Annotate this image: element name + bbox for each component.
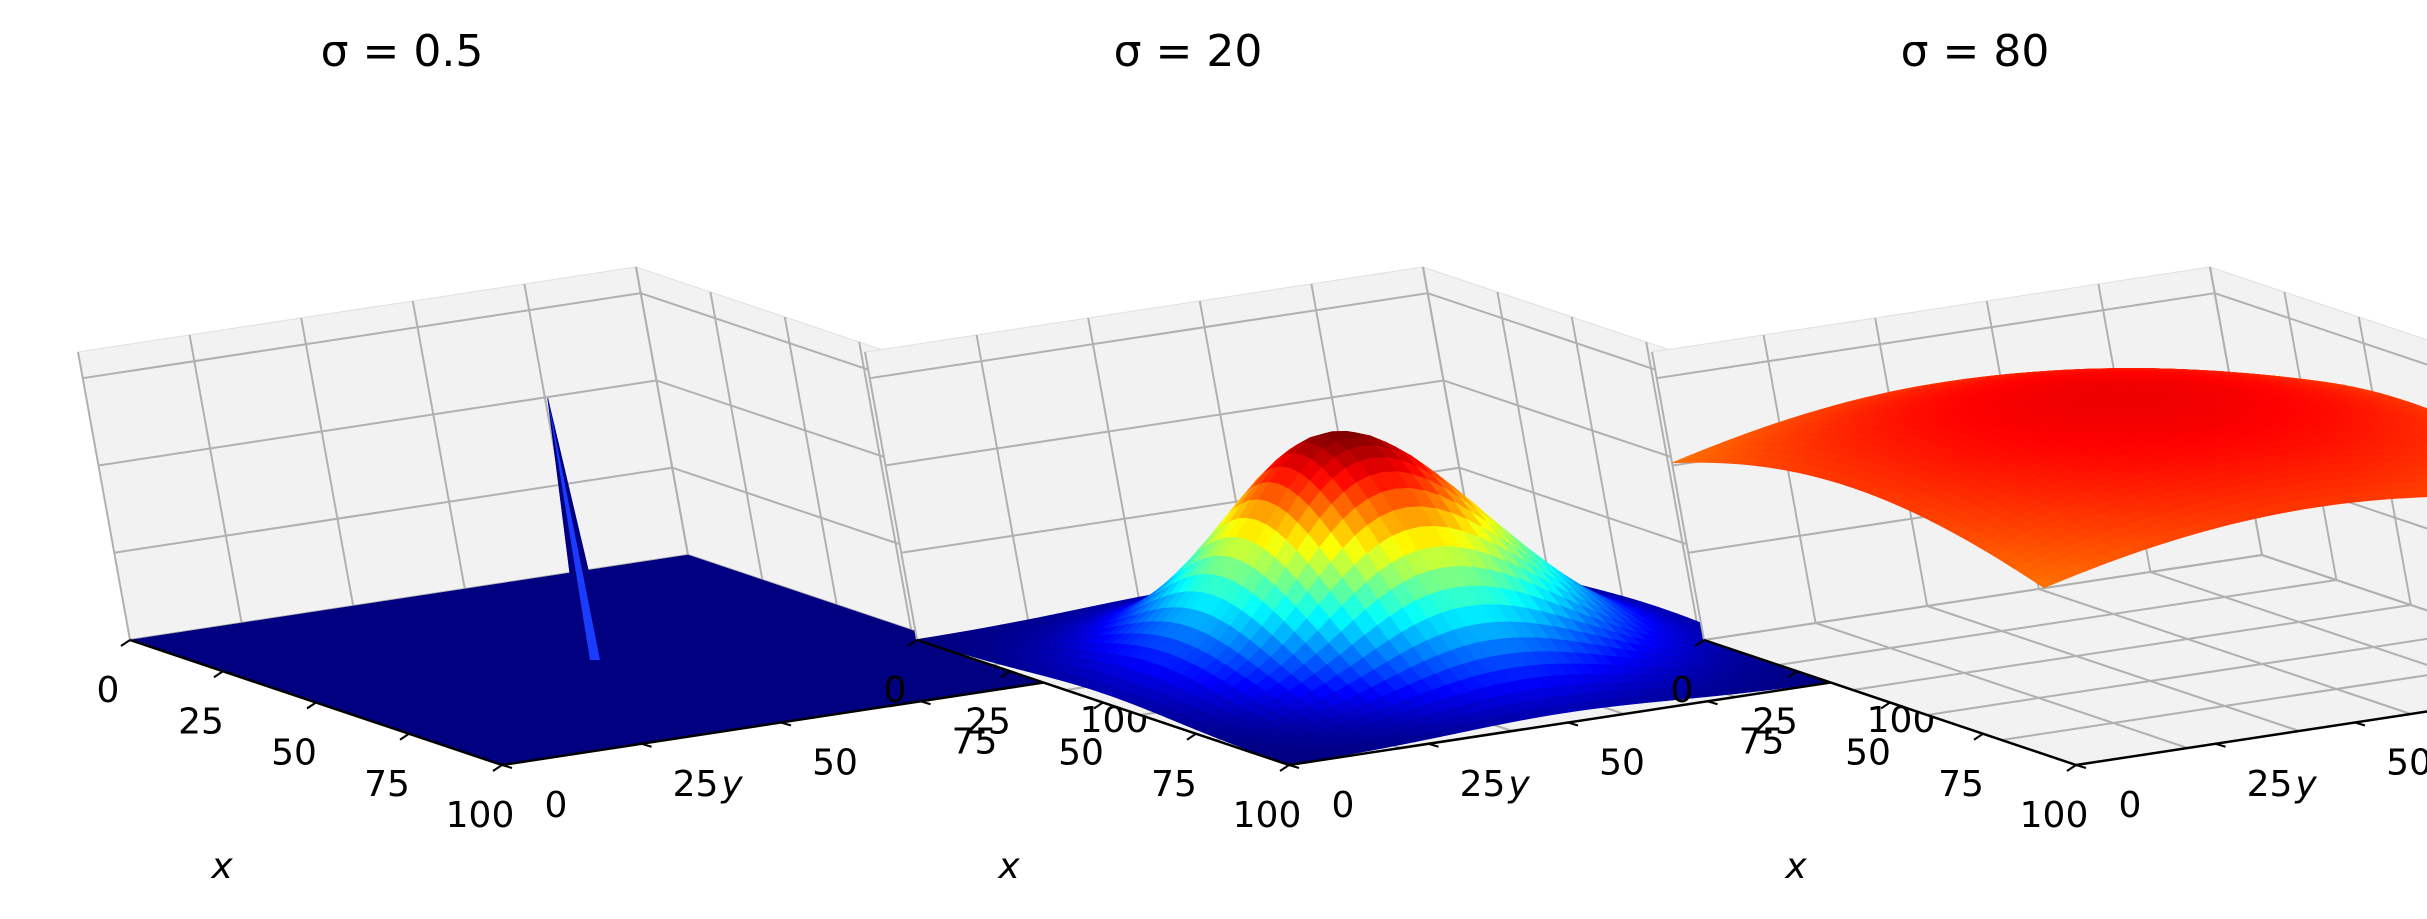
- y-tick-mark: [501, 764, 513, 769]
- y-tick-label: 50: [1599, 743, 1645, 784]
- left-gridline: [1703, 554, 2263, 641]
- y-tick-label: 25: [1460, 764, 1506, 805]
- left-gridline: [635, 266, 689, 556]
- surface-spike: [547, 398, 600, 660]
- back-gridline: [2261, 554, 2427, 612]
- y-tick-label: 50: [812, 743, 858, 784]
- x-tick-label: 25: [1752, 701, 1798, 742]
- back-gridline: [1570, 316, 1625, 606]
- floor-gridline: [1778, 579, 2337, 666]
- x-tick-label: 25: [965, 701, 1011, 742]
- floor-gridline: [1852, 604, 2411, 691]
- left-gridline: [82, 292, 641, 380]
- x-tick-mark: [1093, 701, 1104, 710]
- y-tick-label: 0: [2119, 785, 2142, 826]
- y-tick-mark: [1707, 700, 1718, 706]
- x-axis-label: x: [997, 846, 1020, 887]
- back-gridline: [783, 316, 838, 606]
- y-tick-label: 75: [952, 721, 998, 762]
- back-gridline: [2214, 292, 2427, 366]
- subplot-title: σ = 20: [1114, 26, 1263, 77]
- x-tick-mark: [1973, 732, 1984, 741]
- x-tick-label: 0: [97, 670, 120, 711]
- y-tick-mark: [2075, 764, 2087, 769]
- left-gridline: [114, 466, 673, 554]
- floor-gridline: [1815, 622, 2188, 749]
- x-axis-label: x: [210, 846, 233, 887]
- y-tick-label: 25: [673, 764, 719, 805]
- x-tick-label: 100: [2020, 795, 2089, 836]
- y-tick-label: 50: [2386, 743, 2427, 784]
- x-tick-label: 0: [884, 670, 907, 711]
- x-tick-label: 75: [1151, 764, 1197, 805]
- x-tick-mark: [213, 670, 224, 679]
- left-gridline: [1762, 334, 1817, 624]
- floor-gridline: [1927, 637, 2427, 716]
- x-tick-mark: [1279, 764, 1290, 772]
- surface: [916, 431, 1848, 765]
- y-tick-mark: [1428, 742, 1439, 748]
- x-tick-mark: [492, 764, 503, 772]
- y-tick-mark: [780, 721, 792, 727]
- back-gridline: [709, 291, 764, 581]
- y-tick-mark: [1567, 721, 1579, 727]
- y-tick-label: 75: [1739, 721, 1785, 762]
- left-gridline: [411, 300, 466, 590]
- left-gridline: [1656, 292, 2215, 380]
- surface-patch: [2033, 575, 2058, 589]
- x-tick-mark: [1694, 639, 1705, 647]
- back-gridline: [1496, 291, 1551, 581]
- y-tick-label: 0: [1332, 785, 1355, 826]
- x-tick-mark: [2066, 764, 2077, 772]
- floor-gridline: [2150, 571, 2427, 666]
- y-tick-mark: [2354, 721, 2366, 727]
- y-tick-label: 0: [545, 785, 568, 826]
- x-tick-label: 100: [446, 795, 515, 836]
- x-tick-mark: [120, 639, 131, 647]
- back-gridline: [858, 341, 913, 631]
- subplot-title: σ = 0.5: [321, 26, 484, 77]
- y-tick-mark: [1288, 764, 1300, 769]
- left-gridline: [864, 351, 918, 641]
- x-tick-mark: [306, 701, 317, 710]
- left-gridline: [1087, 317, 1142, 607]
- x-tick-label: 100: [1233, 795, 1302, 836]
- left-gridline: [885, 379, 1444, 467]
- x-tick-mark: [1186, 732, 1197, 741]
- floor-gridline: [2038, 588, 2412, 715]
- x-tick-label: 75: [364, 764, 410, 805]
- y-axis-label: y: [1507, 764, 1530, 805]
- left-gridline: [300, 317, 355, 607]
- left-gridline: [869, 292, 1428, 380]
- surface: [1671, 368, 2427, 589]
- y-tick-mark: [641, 742, 652, 748]
- y-axis-label: y: [720, 764, 743, 805]
- y-tick-mark: [920, 700, 931, 706]
- y-tick-mark: [2215, 742, 2226, 748]
- left-gridline: [1651, 351, 1705, 641]
- surface-patch: [2421, 444, 2427, 449]
- floor-gridline: [1926, 605, 2300, 732]
- x-tick-mark: [1787, 670, 1798, 679]
- subplot-sigma-80: 025507510002550751000123xyσ = 80: [1651, 26, 2427, 887]
- y-tick-label: 25: [2247, 764, 2293, 805]
- x-tick-mark: [1000, 670, 1011, 679]
- x-tick-label: 25: [178, 701, 224, 742]
- x-tick-mark: [399, 732, 410, 741]
- floor-gridline: [2001, 674, 2427, 741]
- back-gridline: [1645, 341, 1700, 631]
- left-gridline: [975, 334, 1030, 624]
- left-gridline: [98, 379, 657, 467]
- x-tick-label: 50: [1845, 733, 1891, 774]
- x-tick-label: 75: [1938, 764, 1984, 805]
- x-tick-label: 0: [1671, 670, 1694, 711]
- left-gridline: [188, 334, 243, 624]
- left-gridline: [77, 351, 131, 641]
- x-tick-mark: [1880, 701, 1891, 710]
- x-tick-label: 50: [1058, 733, 1104, 774]
- x-tick-mark: [907, 639, 918, 647]
- x-tick-label: 50: [271, 733, 317, 774]
